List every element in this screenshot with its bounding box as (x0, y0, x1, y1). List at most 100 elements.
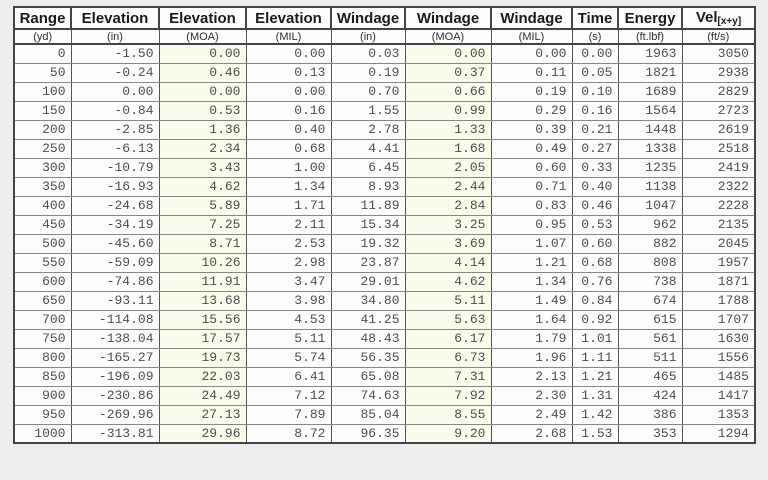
cell: 1.55 (330, 100, 406, 121)
cell: 0.70 (330, 81, 406, 102)
cell: 2.44 (404, 176, 492, 197)
cell: 56.35 (330, 347, 406, 368)
cell: 1.21 (490, 252, 573, 273)
cell: 2045 (681, 233, 756, 254)
table-body: 0 -1.50 0.00 0.00 0.03 0.00 0.00 0.00 1963 3050 50… (13, 43, 756, 444)
cell: 1.53 (571, 423, 619, 444)
cell: 950 (13, 404, 72, 425)
cell: 2.78 (330, 119, 406, 140)
cell: 1.49 (490, 290, 573, 311)
cell: 8.55 (404, 404, 492, 425)
cell: 808 (617, 252, 683, 273)
cell: 1564 (617, 100, 683, 121)
cell: 2.84 (404, 195, 492, 216)
cell: 1689 (617, 81, 683, 102)
cell: 2.98 (245, 252, 332, 273)
table-row: 900 -230.86 24.49 7.12 74.63 7.92 2.30 1.31 424 1… (13, 385, 756, 406)
cell: 500 (13, 233, 72, 254)
cell: -16.93 (70, 176, 160, 197)
header-label: Elevation (81, 9, 149, 27)
cell: 674 (617, 290, 683, 311)
table-row: 500 -45.60 8.71 2.53 19.32 3.69 1.07 0.60 882 204… (13, 233, 756, 254)
cell: 1138 (617, 176, 683, 197)
cell: 2228 (681, 195, 756, 216)
cell: 0.99 (404, 100, 492, 121)
header-cell-range-0: Range (13, 6, 72, 30)
cell: 0.71 (490, 176, 573, 197)
cell: 0.16 (571, 100, 619, 121)
ballistics-table: Range Elevation Elevation Elevation Windage W… (13, 6, 756, 444)
cell: 1000 (13, 423, 72, 444)
cell: 150 (13, 100, 72, 121)
cell: 6.41 (245, 366, 332, 387)
cell: -59.09 (70, 252, 160, 273)
header-label: Vel (695, 9, 718, 26)
header-cell-elevation-2: Elevation (158, 6, 247, 30)
cell: 0 (13, 43, 72, 64)
header-label: Energy (624, 9, 676, 27)
cell: -165.27 (70, 347, 160, 368)
cell: 800 (13, 347, 72, 368)
cell: 300 (13, 157, 72, 178)
table-row: 750 -138.04 17.57 5.11 48.43 6.17 1.79 1.01 561 1… (13, 328, 756, 349)
cell: 561 (617, 328, 683, 349)
cell: -114.08 (70, 309, 160, 330)
table-row: 200 -2.85 1.36 0.40 2.78 1.33 0.39 0.21 1448 2619 (13, 119, 756, 140)
cell: 8.72 (245, 423, 332, 444)
cell: 48.43 (330, 328, 406, 349)
cell: 0.29 (490, 100, 573, 121)
cell: 0.46 (158, 62, 247, 83)
cell: 19.73 (158, 347, 247, 368)
cell: 1448 (617, 119, 683, 140)
cell: 0.46 (571, 195, 619, 216)
cell: 0.49 (490, 138, 573, 159)
cell: 1.00 (245, 157, 332, 178)
cell: 511 (617, 347, 683, 368)
cell: 2.13 (490, 366, 573, 387)
cell: 1.34 (245, 176, 332, 197)
cell: 5.89 (158, 195, 247, 216)
cell: 0.00 (245, 43, 332, 64)
cell: 0.83 (490, 195, 573, 216)
cell: 2.11 (245, 214, 332, 235)
cell: 0.84 (571, 290, 619, 311)
cell: 615 (617, 309, 683, 330)
cell: 1556 (681, 347, 756, 368)
cell: 1.34 (490, 271, 573, 292)
cell: 1.31 (571, 385, 619, 406)
cell: 27.13 (158, 404, 247, 425)
cell: -1.50 (70, 43, 160, 64)
table-row: 600 -74.86 11.91 3.47 29.01 4.62 1.34 0.76 738 18… (13, 271, 756, 292)
cell: 8.71 (158, 233, 247, 254)
cell: 0.68 (571, 252, 619, 273)
table-header: Range Elevation Elevation Elevation Windage W… (13, 6, 756, 45)
cell: 8.93 (330, 176, 406, 197)
cell: 1338 (617, 138, 683, 159)
cell: 1.79 (490, 328, 573, 349)
cell: 5.74 (245, 347, 332, 368)
cell: 0.27 (571, 138, 619, 159)
header-label: Windage (416, 9, 480, 27)
cell: 85.04 (330, 404, 406, 425)
cell: 1.33 (404, 119, 492, 140)
cell: 0.21 (571, 119, 619, 140)
table-row: 850 -196.09 22.03 6.41 65.08 7.31 2.13 1.21 465 1… (13, 366, 756, 387)
table-row: 1000 -313.81 29.96 8.72 96.35 9.20 2.68 1.53 353… (13, 423, 756, 444)
cell: 350 (13, 176, 72, 197)
table-row: 50 -0.24 0.46 0.13 0.19 0.37 0.11 0.05 1821 2938 (13, 62, 756, 83)
cell: 0.00 (404, 43, 492, 64)
header-label-subscript: [x+y] (717, 16, 742, 27)
cell: 1.68 (404, 138, 492, 159)
cell: 3.47 (245, 271, 332, 292)
table-row: 0 -1.50 0.00 0.00 0.03 0.00 0.00 0.00 1963 3050 (13, 43, 756, 64)
cell: 738 (617, 271, 683, 292)
cell: 3.98 (245, 290, 332, 311)
table-row: 450 -34.19 7.25 2.11 15.34 3.25 0.95 0.53 962 213… (13, 214, 756, 235)
cell: 15.34 (330, 214, 406, 235)
cell: 3.69 (404, 233, 492, 254)
cell: 1.11 (571, 347, 619, 368)
cell: 7.12 (245, 385, 332, 406)
cell: 11.89 (330, 195, 406, 216)
cell: 29.01 (330, 271, 406, 292)
cell: 1485 (681, 366, 756, 387)
